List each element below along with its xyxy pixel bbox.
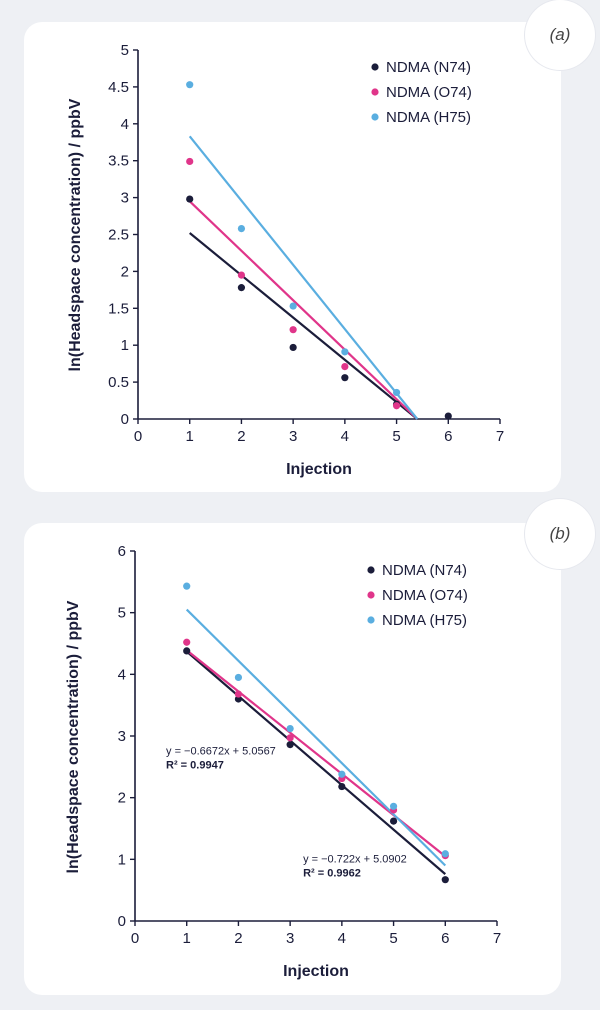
x-axis-title: Injection (283, 963, 349, 980)
data-point (186, 195, 194, 203)
data-point (234, 690, 243, 698)
y-tick-label: 3 (118, 728, 126, 745)
x-tick-label: 7 (496, 428, 504, 445)
r-squared-label: R² = 0.9962 (303, 867, 361, 879)
data-point (183, 582, 191, 590)
x-tick-label: 1 (183, 930, 191, 947)
y-tick-label: 2.5 (108, 227, 129, 244)
legend-marker (371, 63, 379, 71)
data-point (338, 782, 346, 791)
trendline-2 (185, 608, 447, 867)
legend-label: NDMA (O74) (386, 84, 472, 101)
x-tick-label: 2 (237, 428, 245, 445)
x-tick-label: 7 (493, 930, 501, 947)
r-squared-prefix: R² = (166, 760, 190, 772)
trendline-0 (185, 650, 447, 875)
legend-label: NDMA (O74) (382, 587, 468, 604)
x-tick-label: 4 (338, 930, 346, 947)
data-point (341, 363, 349, 371)
y-tick-label: 0.5 (108, 374, 129, 391)
data-point (444, 412, 452, 420)
data-point (289, 343, 297, 352)
y-tick-label: 1 (121, 337, 129, 354)
y-tick-label: 6 (118, 543, 126, 560)
y-tick-label: 1.5 (108, 300, 129, 317)
data-point (441, 850, 449, 858)
trendline-2 (188, 135, 419, 420)
data-point (237, 224, 246, 233)
trendline-1 (188, 200, 419, 420)
data-point (286, 725, 294, 733)
r-squared-prefix: R² = (303, 867, 327, 879)
data-point (289, 326, 297, 334)
y-tick-label: 1 (118, 851, 126, 868)
data-point (341, 374, 349, 382)
data-point (186, 157, 194, 166)
data-point (186, 81, 194, 89)
data-point (286, 734, 294, 742)
r-squared-value: 0.9962 (327, 867, 361, 879)
x-tick-label: 3 (286, 930, 294, 947)
r-squared-value: 0.9947 (190, 760, 224, 772)
y-tick-label: 4 (121, 116, 129, 133)
x-tick-label: 6 (444, 428, 452, 445)
y-tick-label: 0 (118, 913, 126, 930)
x-tick-label: 5 (392, 428, 400, 445)
data-point (289, 302, 297, 310)
chart-a: 0 0.5 1 1.5 2 2.5 3 3.5 4 4.5 5 0 1 2 3 4 5 6 7 Injection ln… (67, 42, 504, 478)
y-tick-label: 2 (118, 790, 126, 807)
data-point (392, 402, 401, 410)
legend-marker (367, 616, 375, 624)
data-point (338, 770, 346, 778)
data-point (183, 638, 191, 646)
x-tick-label: 0 (134, 428, 142, 445)
x-tick-label: 5 (389, 930, 397, 947)
legend-marker (371, 88, 379, 96)
y-tick-label: 3.5 (108, 153, 129, 170)
legend-marker (367, 591, 375, 599)
legend-label: NDMA (H75) (386, 109, 471, 126)
panel-label-b: (b) (525, 499, 595, 569)
x-tick-label: 0 (131, 930, 139, 947)
y-tick-label: 4 (118, 666, 126, 683)
legend-label: NDMA (N74) (386, 59, 471, 76)
y-axis-title: ln(Headspace concentration) / ppbV (67, 98, 84, 371)
y-axis-title: ln(Headspace concentration) / ppbV (65, 600, 82, 873)
y-tick-label: 4.5 (108, 79, 129, 96)
data-point (392, 388, 401, 397)
r-squared-label: R² = 0.9947 (166, 760, 224, 772)
legend-marker (371, 113, 379, 121)
data-point (389, 802, 398, 810)
y-tick-label: 3 (121, 190, 129, 207)
x-tick-label: 4 (341, 428, 349, 445)
data-point (389, 817, 398, 825)
data-point (341, 348, 349, 356)
data-point (237, 271, 246, 279)
x-axis-title: Injection (286, 461, 352, 478)
x-tick-label: 6 (441, 930, 449, 947)
legend-marker (367, 566, 375, 574)
y-tick-label: 5 (121, 42, 129, 59)
trendline-0 (189, 232, 418, 420)
data-point (183, 647, 191, 655)
y-tick-label: 0 (121, 411, 129, 428)
y-tick-label: 2 (121, 263, 129, 280)
regression-equation: y = −0.6672x + 5.0567 (166, 746, 276, 758)
data-point (234, 695, 243, 703)
legend-label: NDMA (N74) (382, 562, 467, 579)
data-point (441, 876, 449, 884)
data-point (234, 673, 243, 682)
data-point (286, 741, 294, 749)
data-point (237, 284, 246, 292)
chart-panel-a (24, 22, 561, 492)
x-tick-label: 2 (234, 930, 242, 947)
panel-label-a: (a) (525, 0, 595, 70)
x-tick-label: 1 (186, 428, 194, 445)
regression-equation: y = −0.722x + 5.0902 (303, 853, 407, 865)
legend-label: NDMA (H75) (382, 612, 467, 629)
y-tick-label: 5 (118, 605, 126, 622)
x-tick-label: 3 (289, 428, 297, 445)
chart-panel-b (24, 523, 561, 995)
